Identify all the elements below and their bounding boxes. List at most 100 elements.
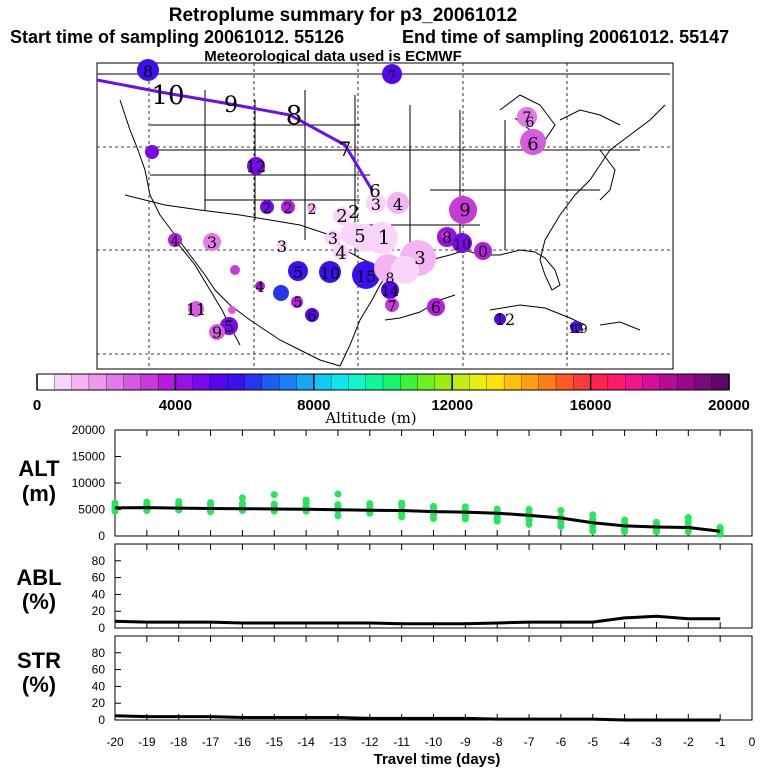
plume-day-label: 7: [388, 69, 397, 85]
colorbar-cell: [503, 373, 523, 391]
plume-day-label: 3: [207, 233, 217, 252]
alt-point: [430, 515, 437, 523]
plume-day-label: 2: [284, 201, 293, 217]
alt-point: [493, 517, 501, 525]
x-tick-label: -3: [651, 735, 662, 749]
x-tick-label: -5: [587, 735, 598, 749]
alt-point: [525, 520, 533, 528]
colorbar-cell: [486, 373, 505, 391]
met-data-label: Meteorological data used is ECMWF: [204, 48, 462, 65]
alt-point: [589, 527, 597, 535]
plume-day-label: 12: [495, 310, 515, 329]
plume-dot: [333, 244, 349, 260]
plume-dot: [307, 203, 317, 213]
x-tick-label: -9: [460, 735, 471, 749]
time-series-panels: 0 5000 10000 15000 20000 0 20 40 60 80 0 20 40 60 80: [72, 423, 753, 727]
colorbar-cell: [555, 373, 574, 391]
y-tick-label: 0: [98, 713, 105, 727]
colorbar-cell: [607, 373, 626, 391]
y-tick-label: 20: [92, 696, 106, 710]
colorbar-cell: [538, 373, 557, 391]
colorbar-cell: [382, 373, 401, 391]
colorbar-cell: [88, 373, 107, 391]
plume-dot: [247, 157, 265, 175]
colorbar-tick-label: 20000: [708, 397, 750, 414]
colorbar-ticks: 0 4000 8000 12000 16000 20000: [33, 374, 750, 414]
plume-dot: [427, 298, 445, 316]
y-tick-label: 20: [92, 604, 106, 618]
plume-dot: [352, 261, 380, 289]
map-frame: [96, 62, 674, 370]
plume-day-label: 14: [381, 284, 399, 300]
mean-trajectory-line: [96, 78, 374, 191]
trajectory-day-label: 8: [286, 101, 303, 131]
x-tick-label: -10: [425, 735, 443, 749]
x-tick-label: -17: [202, 735, 220, 749]
trajectory-day-label: 10: [151, 81, 184, 111]
colorbar-cell: [192, 373, 211, 391]
x-tick-label: 0: [749, 735, 756, 749]
plume-dot: [305, 308, 319, 322]
start-time-label: Start time of sampling 20061012. 55126: [10, 27, 344, 47]
abl-ylabel: ABL: [16, 565, 61, 590]
plume-dot: [452, 233, 472, 253]
plume-day-label: 7: [523, 110, 532, 126]
alt-mean-line: [114, 506, 721, 533]
plume-dot: [474, 242, 492, 260]
plume-dot: [387, 192, 409, 214]
alt-point: [684, 528, 692, 536]
plume-day-label: 3: [414, 248, 425, 269]
plume-day-label: 2: [348, 202, 359, 223]
plume-dot: [260, 200, 274, 214]
plume-dot: [366, 222, 398, 254]
colorbar-cell: [244, 373, 263, 391]
plume-day-label: 8: [442, 228, 452, 247]
y-tick-label: 10000: [72, 476, 106, 490]
plume-dot: [319, 261, 341, 283]
plume-day-label: 0: [478, 242, 488, 261]
str-ylabel-unit: (%): [22, 672, 56, 697]
plume-day-label: 6: [431, 298, 441, 317]
travel-time-axis: -20 -19 -18 -17 -16 -15 -14 -13 -12 -11 -10 -9 -8 -7-…: [106, 735, 755, 749]
plume-day-label: 4: [256, 280, 265, 296]
colorbar-tick-label: 0: [33, 397, 41, 414]
colorbar-cell: [676, 373, 696, 391]
colorbar-cell: [365, 373, 384, 391]
y-tick-label: 80: [92, 646, 106, 660]
y-tick-label: 5000: [78, 503, 105, 517]
plume-day-label: 6: [526, 115, 535, 131]
plume-day-label: 3: [277, 237, 287, 256]
plume-dot: [273, 285, 289, 301]
plume-day-label: 7: [388, 299, 397, 315]
plume-dot: [255, 281, 265, 291]
colorbar-tick-label: 12000: [431, 397, 473, 414]
alt-ylabel-unit: (m): [22, 481, 56, 506]
colorbar-cell: [417, 373, 436, 391]
x-tick-label: -2: [683, 735, 694, 749]
plume-day-label: 5: [293, 263, 303, 282]
colorbar-cell: [123, 373, 142, 391]
x-tick-label: -1: [715, 735, 726, 749]
travel-time-xlabel: Travel time (days): [374, 751, 501, 768]
x-tick-label: -12: [361, 735, 379, 749]
colorbar-cell: [590, 373, 609, 391]
x-tick-label: -8: [492, 735, 503, 749]
colorbar-cell: [625, 373, 644, 391]
plume-day-label: 3: [371, 195, 381, 214]
colorbar-cell: [694, 373, 713, 391]
colorbar-cell: [296, 373, 315, 391]
plume-day-label: 5: [224, 317, 234, 336]
y-tick-label: 0: [98, 529, 105, 543]
plume-dot: [366, 193, 386, 213]
colorbar-cell: [209, 373, 228, 391]
alt-point: [238, 494, 246, 502]
map-gridlines: [97, 63, 673, 369]
plume-day-label: 4: [393, 195, 403, 214]
plume-day-label: 9: [212, 323, 222, 342]
colorbar-tick-label: 16000: [570, 397, 612, 414]
plume-day-label: 3: [328, 229, 338, 248]
plume-dot: [168, 233, 182, 247]
alt-point: [334, 490, 342, 498]
